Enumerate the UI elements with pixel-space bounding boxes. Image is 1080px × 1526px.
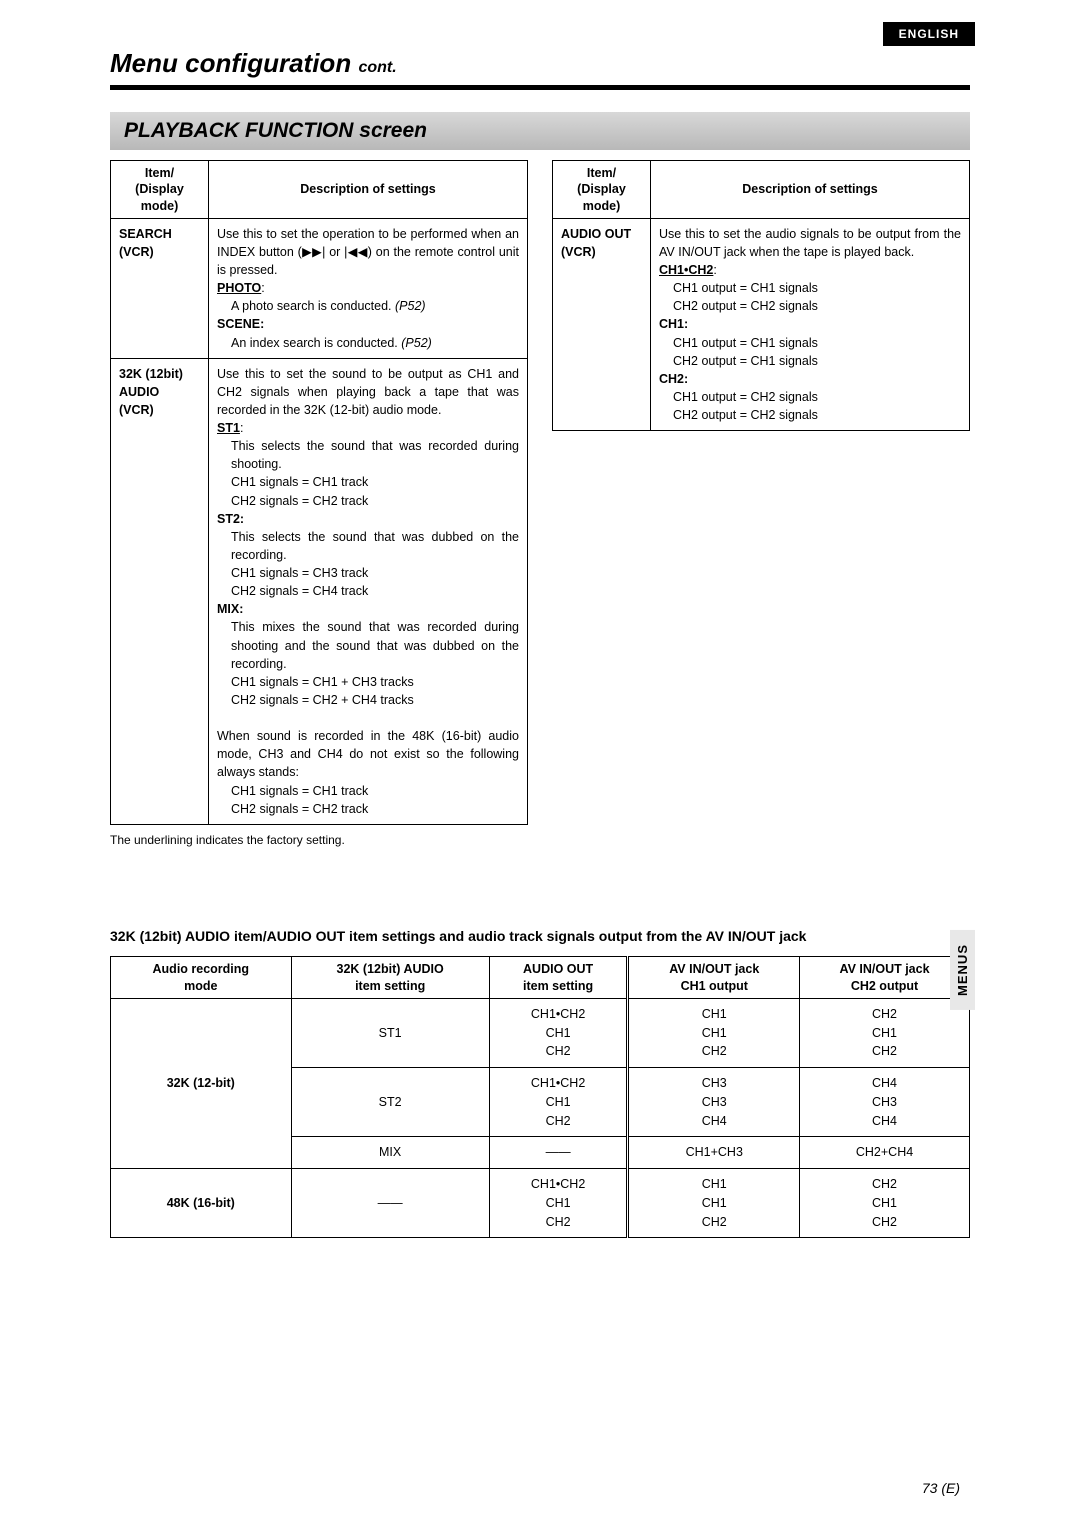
- matrix-cell: ——: [489, 1137, 628, 1169]
- matrix-cell: CH1+CH3: [628, 1137, 800, 1169]
- matrix-cell: ST2: [291, 1068, 489, 1137]
- matrix-cell: CH1CH1CH2: [628, 998, 800, 1067]
- matrix-cell: CH1•CH2CH1CH2: [489, 998, 628, 1067]
- table-item-cell: 32K (12bit)AUDIO(VCR): [111, 358, 209, 824]
- footnote: The underlining indicates the factory se…: [110, 833, 528, 847]
- th-desc: Description of settings: [209, 161, 528, 219]
- page-number: 73 (E): [922, 1480, 960, 1496]
- matrix-header: AV IN/OUT jackCH2 output: [800, 957, 970, 999]
- matrix-mode-cell: 48K (16-bit): [111, 1169, 292, 1238]
- th-desc: Description of settings: [651, 161, 970, 219]
- matrix-cell: CH1•CH2CH1CH2: [489, 1169, 628, 1238]
- table-desc-cell: Use this to set the audio signals to be …: [651, 218, 970, 430]
- side-tab-menus: MENUS: [950, 930, 975, 1010]
- audio-matrix-table: Audio recordingmode32K (12bit) AUDIOitem…: [110, 956, 970, 1238]
- settings-table-left: Item/(Displaymode) Description of settin…: [110, 160, 528, 825]
- page-title: Menu configuration cont.: [110, 48, 970, 79]
- matrix-cell: CH1•CH2CH1CH2: [489, 1068, 628, 1137]
- matrix-mode-cell: 32K (12-bit): [111, 998, 292, 1168]
- matrix-header: AV IN/OUT jackCH1 output: [628, 957, 800, 999]
- th-item: Item/(Displaymode): [553, 161, 651, 219]
- settings-table-right: Item/(Displaymode) Description of settin…: [552, 160, 970, 431]
- matrix-header: AUDIO OUTitem setting: [489, 957, 628, 999]
- table-item-cell: AUDIO OUT(VCR): [553, 218, 651, 430]
- matrix-cell: CH1CH1CH2: [628, 1169, 800, 1238]
- matrix-cell: ——: [291, 1169, 489, 1238]
- section-heading: PLAYBACK FUNCTION screen: [110, 112, 970, 150]
- page-title-cont: cont.: [358, 59, 396, 76]
- th-item: Item/(Displaymode): [111, 161, 209, 219]
- matrix-cell: CH2CH1CH2: [800, 1169, 970, 1238]
- sub-heading: 32K (12bit) AUDIO item/AUDIO OUT item se…: [110, 927, 970, 947]
- matrix-cell: MIX: [291, 1137, 489, 1169]
- page-title-main: Menu configuration: [110, 48, 351, 78]
- matrix-cell: CH2+CH4: [800, 1137, 970, 1169]
- matrix-header: 32K (12bit) AUDIOitem setting: [291, 957, 489, 999]
- matrix-cell: CH2CH1CH2: [800, 998, 970, 1067]
- matrix-header: Audio recordingmode: [111, 957, 292, 999]
- table-item-cell: SEARCH(VCR): [111, 218, 209, 358]
- matrix-cell: ST1: [291, 998, 489, 1067]
- matrix-cell: CH3CH3CH4: [628, 1068, 800, 1137]
- title-rule: [110, 85, 970, 90]
- matrix-cell: CH4CH3CH4: [800, 1068, 970, 1137]
- language-tab: ENGLISH: [883, 22, 975, 46]
- table-desc-cell: Use this to set the operation to be perf…: [209, 218, 528, 358]
- table-desc-cell: Use this to set the sound to be output a…: [209, 358, 528, 824]
